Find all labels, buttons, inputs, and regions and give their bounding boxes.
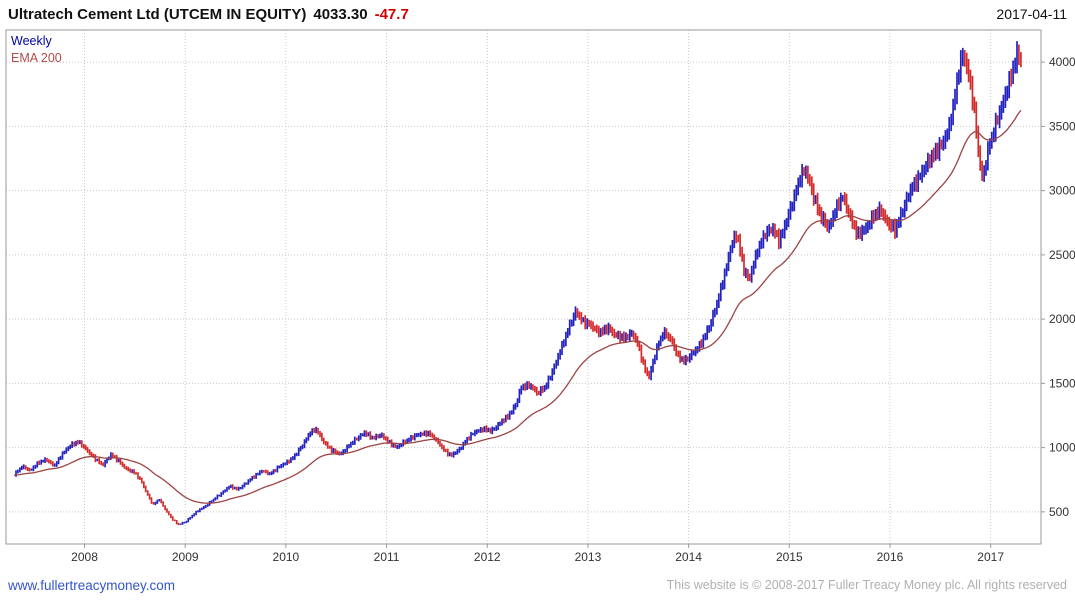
price-chart: 500 1000 1500 2000 2500 3000 3500 4000 2008 2009 2… — [5, 29, 1075, 564]
svg-text:2013: 2013 — [575, 550, 602, 564]
svg-text:1000: 1000 — [1049, 441, 1075, 455]
svg-text:1500: 1500 — [1049, 376, 1075, 390]
svg-text:2500: 2500 — [1049, 248, 1075, 262]
svg-text:2017: 2017 — [977, 550, 1004, 564]
page-footer: www.fullertreacymoney.com This website i… — [0, 570, 1075, 600]
price-change: -47.7 — [374, 5, 409, 23]
svg-text:500: 500 — [1049, 505, 1069, 519]
svg-text:2010: 2010 — [273, 550, 300, 564]
svg-text:2012: 2012 — [474, 550, 501, 564]
last-price: 4033.30 — [313, 5, 368, 23]
chart-area: 500 1000 1500 2000 2500 3000 3500 4000 2008 2009 2… — [0, 26, 1075, 568]
svg-text:2000: 2000 — [1049, 312, 1075, 326]
svg-text:2009: 2009 — [172, 550, 199, 564]
svg-text:2014: 2014 — [675, 550, 702, 564]
svg-text:2011: 2011 — [374, 550, 400, 564]
svg-text:2016: 2016 — [877, 550, 904, 564]
website-link[interactable]: www.fullertreacymoney.com — [8, 577, 176, 593]
svg-text:2015: 2015 — [776, 550, 803, 564]
copyright-text: This website is © 2008-2017 Fuller Treac… — [666, 578, 1067, 592]
svg-text:3000: 3000 — [1049, 184, 1075, 198]
chart-date: 2017-04-11 — [996, 6, 1067, 22]
svg-text:2008: 2008 — [71, 550, 98, 564]
chart-header: Ultratech Cement Ltd (UTCEM IN EQUITY) 4… — [0, 0, 1075, 26]
svg-text:4000: 4000 — [1049, 55, 1075, 69]
page-title: Ultratech Cement Ltd (UTCEM IN EQUITY) — [8, 5, 307, 23]
svg-text:3500: 3500 — [1049, 119, 1075, 133]
